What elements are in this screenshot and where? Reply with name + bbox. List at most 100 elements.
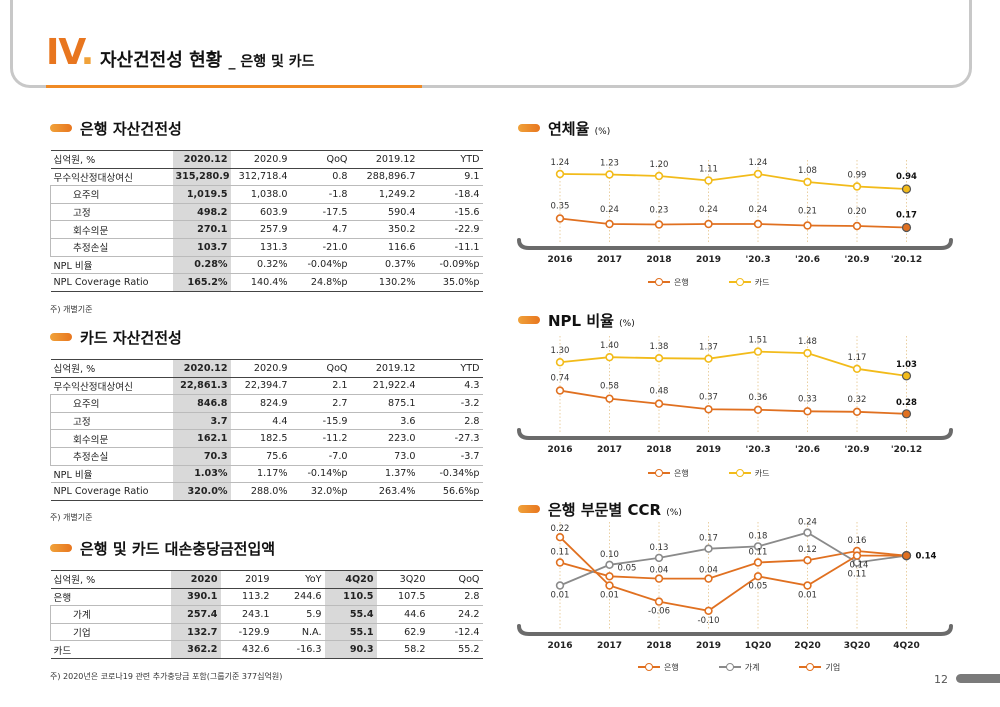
data-label: 0.12: [798, 545, 817, 555]
table-cell: -22.9: [418, 220, 483, 239]
table-cell: 107.5: [376, 588, 429, 607]
legend-item: 기업: [799, 662, 840, 673]
table-cell: -3.2: [418, 394, 483, 413]
data-label: 0.32: [848, 395, 867, 405]
table-header-row: 십억원, % 2020.12 2020.9 QoQ 2019.12 YTD: [50, 359, 483, 378]
table-row: NPL 비율 1.03% 1.17% -0.14%p 1.37% -0.34%p: [50, 465, 483, 484]
table-header-cell: 2020.12: [172, 359, 231, 378]
x-axis-bar: [517, 238, 953, 250]
table-cell: 1.03%: [172, 465, 231, 484]
data-point: [803, 581, 812, 590]
table-header-cell: 2020.9: [230, 359, 291, 378]
table-cell: 1,038.0: [230, 185, 291, 204]
data-label: 0.20: [848, 207, 867, 217]
header-accent-bar: [46, 85, 422, 88]
row-label: 고정: [50, 203, 173, 222]
data-label: 0.74: [551, 374, 570, 384]
table-header-cell: 십억원, %: [50, 150, 173, 169]
card-assets-note: 주) 개별기준: [50, 513, 93, 522]
data-point: [803, 555, 812, 565]
table-row: NPL Coverage Ratio 320.0% 288.0% 32.0%p 263.…: [50, 482, 483, 501]
table-cell: 165.2%: [172, 273, 231, 292]
table-cell: -15.6: [418, 203, 483, 222]
legend-label: 기업: [825, 662, 841, 672]
table-cell: 2.7: [290, 394, 351, 413]
x-tick-label: 2018: [646, 445, 671, 455]
x-axis-bar: [517, 624, 953, 636]
data-point: [753, 219, 763, 229]
bullet-icon: [50, 543, 72, 552]
data-label: -0.10: [698, 616, 720, 626]
page-number-bar: [956, 674, 1000, 683]
data-label: 0.05: [749, 581, 768, 591]
row-label: 은행: [50, 588, 171, 607]
table-cell: 24.2: [428, 605, 483, 624]
data-label: 0.01: [798, 591, 817, 601]
data-label: 1.17: [848, 353, 867, 363]
table-cell: 498.2: [172, 203, 231, 222]
provisions-title: 은행 및 카드 대손충당금전입액: [50, 538, 275, 559]
legend-line-marker-icon: [648, 278, 670, 286]
table-cell: 263.4%: [350, 482, 419, 501]
data-point: [704, 574, 713, 583]
row-label: NPL 비율: [50, 465, 173, 484]
data-label: 0.24: [798, 518, 817, 528]
delinquency-chart-title: 연체율 (%): [518, 118, 610, 139]
data-label: 1.23: [600, 159, 619, 169]
table-cell: 846.8: [172, 394, 231, 413]
data-label: 0.11: [749, 548, 768, 558]
x-tick-label: 2Q20: [794, 641, 820, 651]
table-cell: -1.8: [290, 185, 351, 204]
table-header-cell: 십억원, %: [50, 359, 173, 378]
table-cell: 73.0: [350, 447, 419, 466]
x-tick-label: '20.9: [845, 255, 870, 265]
x-tick-label: 2017: [597, 445, 622, 455]
table-cell: -21.0: [290, 238, 351, 257]
table-row: 무수익산정대상여신 315,280.9 312,718.4 0.8 288,896.7 9…: [50, 168, 483, 187]
data-label: 1.37: [699, 343, 718, 353]
data-point: [654, 597, 664, 606]
table-row: 추정손실 103.7 131.3 -21.0 116.6 -11.1: [50, 238, 483, 257]
data-label: 0.24: [699, 205, 718, 215]
legend-line-marker-icon: [648, 469, 670, 477]
legend-label: 카드: [754, 468, 770, 478]
table-cell: 113.2: [220, 588, 273, 607]
data-point: [852, 407, 862, 417]
table-cell: -16.3: [272, 640, 325, 659]
table-cell: 55.2: [428, 640, 483, 659]
data-point: [753, 169, 763, 179]
ccr-chart: 2016 2017 2018 2019 1Q20 2Q20 3Q20 4Q20 0.11 0.05…: [517, 518, 953, 651]
data-label: 1.08: [798, 166, 817, 176]
data-point: [555, 558, 565, 567]
table-cell: 110.5: [324, 588, 377, 607]
row-label: 회수의문: [50, 429, 173, 448]
data-label: 0.04: [650, 566, 669, 576]
data-point: [803, 348, 812, 358]
data-label: 0.22: [551, 524, 570, 534]
data-label: 1.11: [699, 165, 718, 175]
row-label: 추정손실: [50, 238, 173, 257]
npl-chart-title: NPL 비율 (%): [518, 310, 635, 331]
data-point: [555, 358, 565, 367]
data-point: [605, 560, 614, 569]
page-title-text: 자산건전성 현황: [100, 50, 223, 71]
data-point: [654, 220, 664, 229]
table-cell: 3.6: [350, 412, 419, 431]
x-tick-label: 3Q20: [844, 641, 870, 651]
data-label: 0.33: [798, 394, 817, 404]
data-point: [605, 581, 614, 590]
row-label: 요주의: [50, 394, 173, 413]
table-row: 요주의 846.8 824.9 2.7 875.1 -3.2: [50, 394, 483, 413]
table-cell: 824.9: [230, 394, 291, 413]
data-label: 0.94: [896, 172, 917, 182]
table-cell: 2.8: [428, 588, 483, 607]
data-point: [901, 184, 912, 194]
data-label: 1.38: [650, 342, 669, 352]
data-label: 0.11: [551, 548, 570, 558]
data-point: [753, 347, 763, 356]
x-tick-label: 2016: [547, 641, 572, 651]
data-point: [803, 177, 812, 187]
table-row: 가계 257.4 243.1 5.9 55.4 44.6 24.2: [50, 605, 483, 624]
table-row: NPL 비율 0.28% 0.32% -0.04%p 0.37% -0.09%p: [50, 256, 483, 275]
table-cell: 223.0: [350, 429, 419, 448]
